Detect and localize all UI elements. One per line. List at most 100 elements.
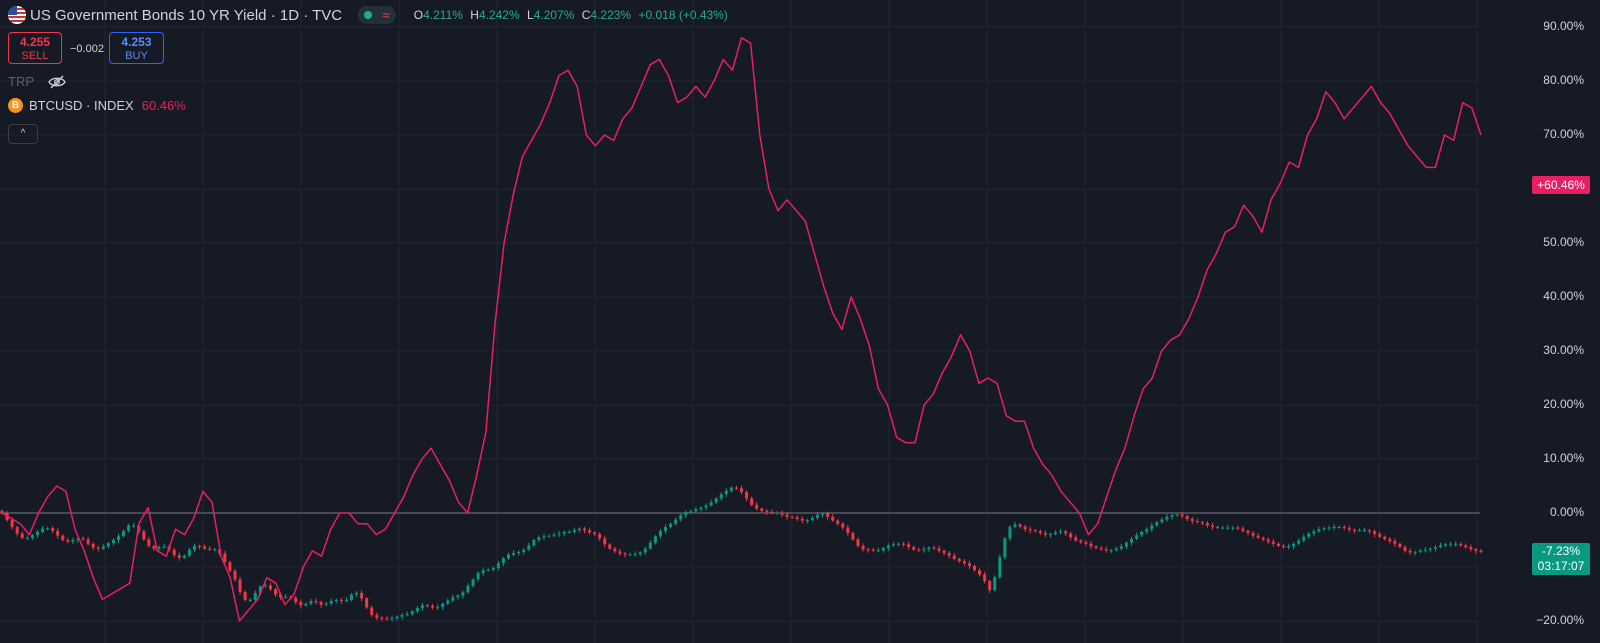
candle (127, 525, 131, 531)
candle (324, 603, 328, 605)
btc-line (1, 37, 1482, 622)
candle (380, 617, 384, 619)
spread-value: −0.002 (70, 43, 104, 55)
candle (1378, 534, 1382, 537)
candle (679, 515, 683, 520)
candle (729, 487, 733, 491)
candle (223, 553, 227, 563)
candle (623, 553, 627, 555)
candle (1180, 514, 1184, 517)
candle (41, 528, 45, 532)
candle (1307, 533, 1311, 537)
candle (876, 550, 880, 552)
candle (608, 544, 612, 549)
y-tick-label: −20.00% (1536, 613, 1584, 627)
y-tick-label: 80.00% (1543, 73, 1584, 87)
candle (177, 555, 181, 558)
candle (491, 568, 495, 570)
candle (1449, 543, 1453, 545)
candle (268, 585, 272, 590)
buy-button[interactable]: 4.253 BUY (109, 32, 164, 64)
candle (745, 491, 749, 499)
candle (891, 544, 895, 546)
candle (213, 549, 217, 551)
candle (699, 507, 703, 510)
candle (71, 540, 75, 542)
candle (1388, 538, 1392, 542)
candle (952, 555, 956, 559)
candle (851, 532, 855, 540)
candle (46, 528, 50, 530)
candle (385, 618, 389, 620)
candle (1150, 525, 1154, 530)
candle (274, 589, 278, 595)
symbol-title[interactable]: US Government Bonds 10 YR Yield · 1D · T… (30, 6, 343, 24)
candle (370, 607, 374, 616)
candle (152, 545, 156, 549)
candle (0, 510, 4, 513)
candle (481, 570, 485, 573)
candle (1160, 519, 1164, 523)
candle (719, 494, 723, 499)
buy-price: 4.253 (121, 35, 152, 49)
candle (1352, 529, 1356, 531)
candle (182, 555, 186, 558)
candle (208, 548, 212, 550)
candle (1119, 546, 1123, 549)
candle (319, 602, 323, 605)
candle (1099, 548, 1103, 550)
candle (1383, 536, 1387, 539)
candle (425, 605, 429, 607)
candle (628, 554, 632, 556)
candle (400, 615, 404, 617)
candle (35, 531, 39, 536)
compare-symbol: BTCUSD · INDEX (29, 98, 134, 113)
compare-symbol-row[interactable]: B BTCUSD · INDEX 60.46% (8, 98, 186, 113)
candle (1287, 546, 1291, 548)
candle (1211, 525, 1215, 528)
candle (1251, 532, 1255, 536)
ust-price-tag: -7.23% 03:17:07 (1532, 543, 1590, 575)
candle (304, 603, 308, 606)
market-status[interactable]: ≈ (358, 6, 396, 24)
bitcoin-icon: B (8, 98, 23, 113)
candle (329, 601, 333, 604)
ust-price-value: -7.23% (1541, 544, 1581, 558)
candle (866, 549, 870, 551)
candle (198, 545, 202, 547)
candle (724, 490, 728, 495)
candle (937, 548, 941, 551)
ohlc-key: C (581, 8, 591, 22)
candle (238, 579, 242, 592)
candle (917, 549, 921, 551)
btc-price-tag: +60.46% (1532, 176, 1590, 194)
trp-indicator-row[interactable]: TRP (8, 74, 66, 89)
candle (1261, 537, 1265, 540)
collapse-legend-button[interactable]: ^ (8, 124, 38, 144)
candle (436, 606, 440, 608)
ust-candles (0, 485, 1483, 622)
candle (714, 498, 718, 503)
candle (633, 554, 637, 556)
candle (983, 574, 987, 582)
candle (187, 549, 191, 556)
candle (1226, 527, 1230, 529)
candle (116, 536, 120, 540)
y-tick-label: 50.00% (1543, 235, 1584, 249)
candle (1231, 527, 1235, 529)
hidden-eye-icon[interactable] (48, 75, 66, 89)
candle (1190, 518, 1194, 522)
candle (1398, 543, 1402, 548)
candle (446, 600, 450, 604)
candle (1145, 529, 1149, 532)
candle (1018, 524, 1022, 527)
candle (334, 599, 338, 602)
sell-button[interactable]: 4.255 SELL (8, 32, 62, 64)
candle (1165, 516, 1169, 520)
y-tick-label: 0.00% (1549, 505, 1584, 519)
candle (836, 520, 840, 524)
candle (907, 544, 911, 548)
candle (902, 543, 906, 545)
candle (598, 534, 602, 539)
